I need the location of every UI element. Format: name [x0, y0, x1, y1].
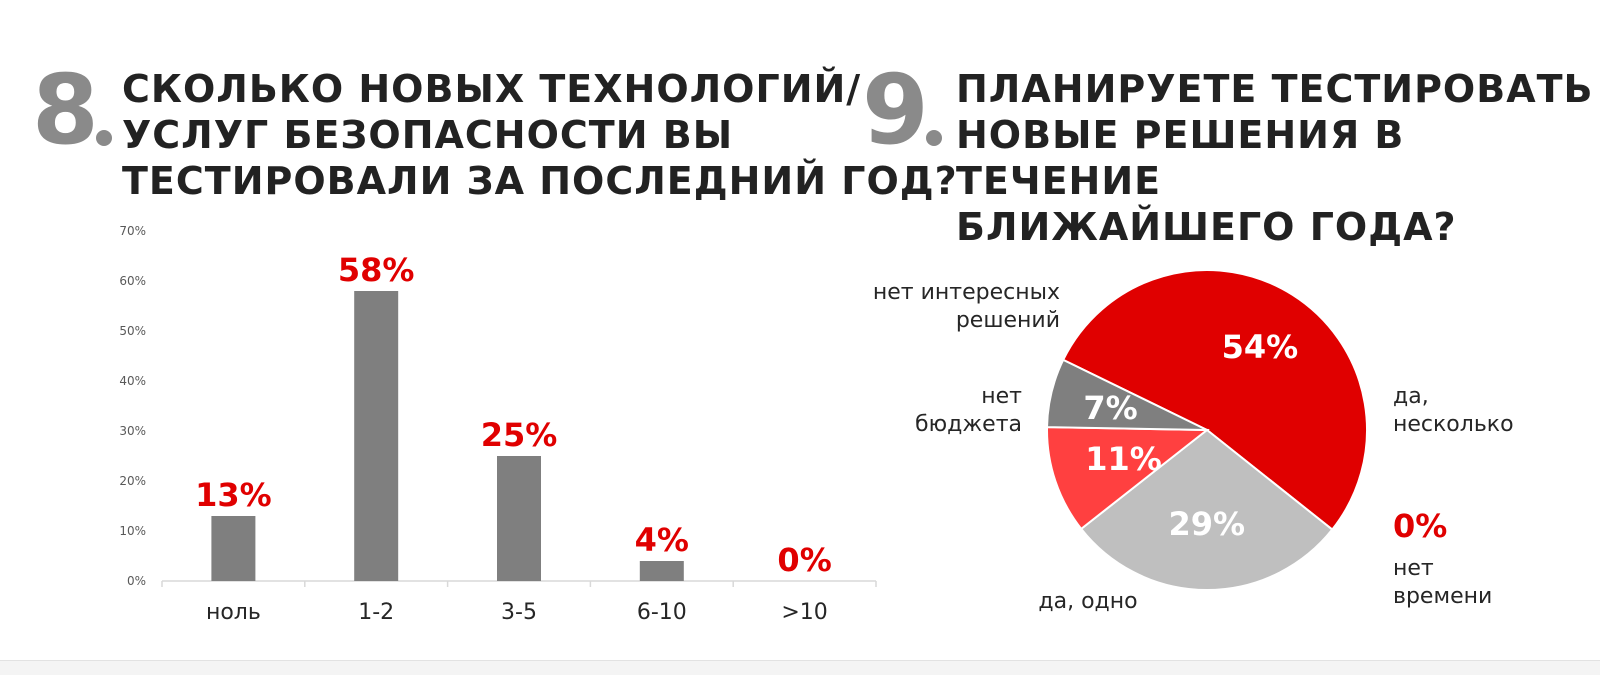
pie-slice: [1061, 268, 1368, 531]
bar-data-label: 0%: [777, 541, 831, 579]
y-tick-label: 20%: [119, 474, 146, 488]
question-9-dot: [926, 130, 942, 146]
question-8-number: 8: [32, 54, 99, 166]
pie-data-label: 7%: [1083, 389, 1137, 427]
y-tick-label: 30%: [119, 424, 146, 438]
bar-data-label: 25%: [481, 416, 558, 454]
y-tick-label: 50%: [119, 324, 146, 338]
pie-data-label: 11%: [1085, 440, 1162, 478]
question-9-title: ПЛАНИРУЕТЕ ТЕСТИРОВАТЬ НОВЫЕ РЕШЕНИЯ В Т…: [956, 67, 1594, 249]
bar: [497, 456, 541, 581]
y-tick-label: 40%: [119, 374, 146, 388]
bar: [639, 561, 684, 581]
question-8-title: СКОЛЬКО НОВЫХ ТЕХНОЛОГИЙ/ УСЛУГ БЕЗОПАСН…: [122, 67, 958, 203]
pie-chart: 54% 29%11% 7% да, несколько да, одно нет бюджет…: [873, 268, 1514, 614]
bar: [211, 516, 256, 581]
pie-category-label: да, несколько: [1393, 384, 1514, 437]
y-tick-label: 10%: [119, 524, 146, 538]
x-tick-label: >10: [781, 600, 827, 625]
bar-data-label: 13%: [195, 476, 272, 514]
bar-data-label: 4%: [635, 521, 689, 559]
pie-slice: [1046, 358, 1208, 431]
y-tick-label: 0%: [127, 574, 146, 588]
pie-slice: [1046, 426, 1210, 531]
footer-strip: [0, 660, 1600, 675]
pie-category-label: нет времени: [1393, 556, 1492, 609]
question-9-number: 9: [862, 54, 929, 166]
pie-data-label: 29%: [1168, 505, 1245, 543]
x-tick-label: 6-10: [637, 600, 687, 625]
pie-slice: [1079, 428, 1334, 591]
pie-category-label: да, одно: [1038, 589, 1137, 614]
bar: [354, 291, 399, 581]
y-tick-label: 70%: [119, 224, 146, 238]
question-8-dot: [96, 130, 112, 146]
x-tick-label: ноль: [206, 600, 261, 625]
x-tick-label: 3-5: [501, 600, 537, 625]
pie-data-label: 54%: [1222, 328, 1299, 366]
y-tick-label: 60%: [119, 274, 146, 288]
bar-data-label: 58%: [338, 251, 415, 289]
bar-chart: 0% 10% 20% 30% 40% 50% 60% 70% 13% ноль 58% 1-2 25% 3…: [119, 224, 877, 625]
x-tick-label: 1-2: [358, 600, 394, 625]
pie-category-label: нет интересных решений: [873, 280, 1060, 333]
pie-data-label: 0%: [1393, 507, 1447, 545]
pie-category-label: нет бюджета: [915, 384, 1022, 437]
